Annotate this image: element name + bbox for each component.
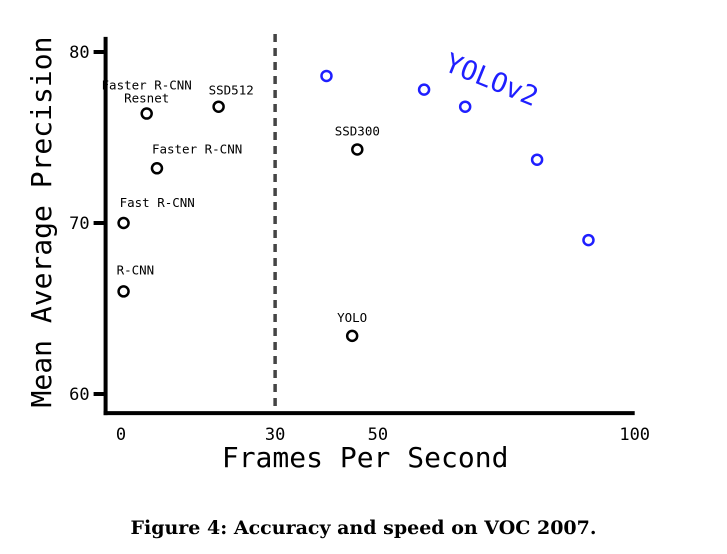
point-label-r-cnn: R-CNN [117,262,155,277]
point-label-fast-r-cnn: Fast R-CNN [120,195,195,210]
y-tick-label-80: 80 [69,43,89,63]
x-tick-label-100: 100 [619,425,650,445]
data-point-yolov2-1 [320,69,333,83]
caption-text: Accuracy and speed on VOC 2007. [233,517,597,539]
data-point-faster-r-cnn [150,162,164,175]
caption-prefix: Figure 4: [130,517,228,539]
data-point-r-cnn [117,285,130,298]
point-label-ssd512: SSD512 [209,83,254,98]
figure-caption: Figure 4: Accuracy and speed on VOC 2007… [0,517,727,539]
data-point-ssd512 [212,100,225,113]
point-label-faster-r-cnn: Faster R-CNN [152,141,242,156]
data-point-yolov2-3 [458,100,472,113]
data-point-faster-r-cnn-resnet [140,107,153,120]
y-axis-title: Mean Average Precision [25,37,58,408]
x-tick-label-50: 50 [368,425,388,445]
y-tick-label-60: 60 [69,385,89,405]
data-point-yolov2-4 [530,153,544,166]
point-label-faster-r-cnn-resnet-line2: Resnet [124,91,169,106]
point-label-yolo: YOLO [337,310,367,325]
data-point-fast-r-cnn [117,216,130,230]
x-tick-label-30: 30 [265,425,285,445]
data-point-yolo [345,329,359,343]
x-axis-title: Frames Per Second [222,441,509,474]
data-point-yolov2-2 [417,83,431,96]
data-point-yolov2-5 [582,233,595,247]
series-label-yolov2: YOLOv2 [440,48,542,113]
point-label-faster-r-cnn-resnet-line1: Faster R-CNN [102,78,192,93]
y-tick-label-70: 70 [69,214,89,234]
data-point-ssd300 [351,143,364,156]
x-tick-label-0: 0 [116,425,126,445]
point-label-ssd300: SSD300 [335,123,380,138]
